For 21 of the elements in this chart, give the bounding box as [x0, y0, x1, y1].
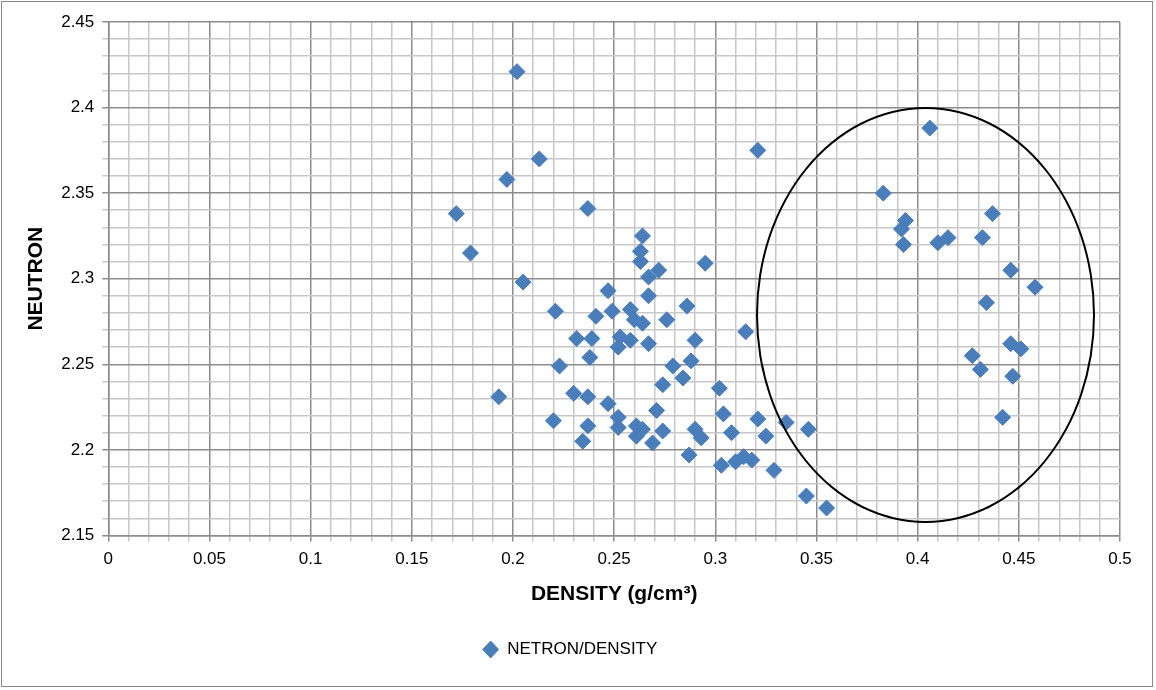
y-tick-label: 2.45 [61, 11, 95, 31]
y-tick-label: 2.25 [61, 353, 95, 373]
y-tick-label: 2.4 [70, 97, 95, 117]
x-tick-label: 0.3 [703, 549, 728, 569]
x-tick-label: 0.45 [1002, 549, 1036, 569]
y-tick-label: 2.2 [70, 439, 95, 459]
x-tick-label: 0.35 [799, 549, 834, 569]
x-tick-label: 0.1 [298, 549, 323, 569]
legend-label: NETRON/DENSITY [507, 639, 658, 659]
x-tick-label: 0.2 [501, 549, 525, 569]
x-tick-label: 0.15 [395, 549, 429, 569]
y-axis-title: NEUTRON [23, 226, 47, 331]
x-tick-label: 0.5 [1108, 549, 1132, 569]
x-tick-label: 0.05 [192, 549, 227, 569]
x-axis-title: DENSITY (g/cm³) [530, 581, 698, 605]
y-tick-label: 2.3 [70, 268, 95, 288]
x-tick-label: 0.4 [905, 549, 930, 569]
y-tick-label: 2.35 [61, 182, 95, 202]
y-tick-label: 2.15 [61, 525, 95, 545]
x-tick-label: 0.25 [597, 549, 631, 569]
x-tick-label: 0 [103, 549, 114, 569]
